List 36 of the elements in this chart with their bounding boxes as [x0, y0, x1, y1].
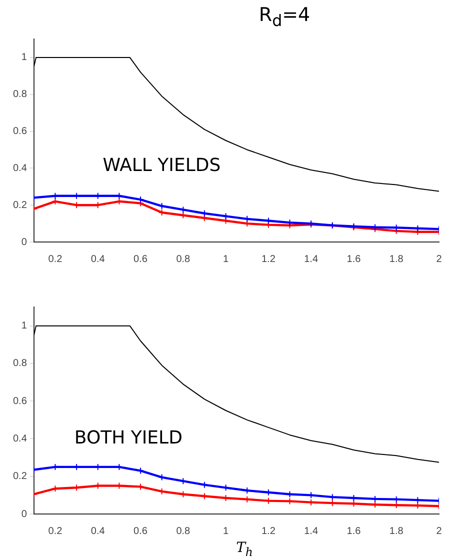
y-tick-label: 0	[21, 236, 28, 248]
x-tick-label: 0.6	[134, 526, 148, 537]
y-tick-label: 0.4	[12, 433, 28, 444]
x-axis-title: T$_{h}$	[235, 540, 254, 560]
annotation: BOTH YIELD	[74, 427, 182, 448]
y-tick-label: 0.6	[12, 396, 28, 407]
y-tick-label: 1	[21, 52, 28, 64]
x-tick-label: 1.6	[346, 526, 362, 537]
x-tick-label: 0.8	[176, 526, 191, 537]
y-tick-label: 0.8	[12, 358, 28, 370]
x-tick-label: 1.4	[304, 526, 318, 537]
x-tick-label: 0.2	[48, 526, 63, 537]
x-tick-label: 0.6	[134, 254, 148, 265]
y-tick-label: 0.2	[12, 200, 28, 211]
x-tick-label: 2	[436, 254, 442, 265]
x-tick-label: 1	[223, 526, 230, 537]
x-tick-label: 0.4	[90, 254, 106, 265]
y-tick-label: 0.8	[12, 89, 28, 100]
chart-title: R$_{d}$=4	[258, 3, 312, 30]
x-tick-label: 1.8	[389, 254, 404, 265]
y-tick-label: 0	[21, 508, 28, 520]
x-tick-label: 0.4	[90, 526, 106, 537]
y-tick-label: 0.4	[12, 162, 28, 174]
annotation: WALL YIELDS	[102, 155, 221, 176]
x-tick-label: 1.2	[261, 526, 276, 537]
x-tick-label: 2	[436, 526, 442, 537]
x-tick-label: 1.2	[261, 254, 276, 265]
x-tick-label: 1.6	[346, 254, 362, 265]
x-tick-label: 1	[223, 254, 230, 265]
y-tick-label: 1	[21, 320, 28, 332]
y-tick-label: 0.2	[12, 471, 28, 482]
x-tick-label: 0.2	[48, 254, 63, 265]
x-tick-label: 1.4	[304, 254, 318, 265]
x-tick-label: 0.8	[176, 254, 191, 265]
x-tick-label: 1.8	[389, 526, 404, 537]
y-tick-label: 0.6	[12, 126, 28, 138]
